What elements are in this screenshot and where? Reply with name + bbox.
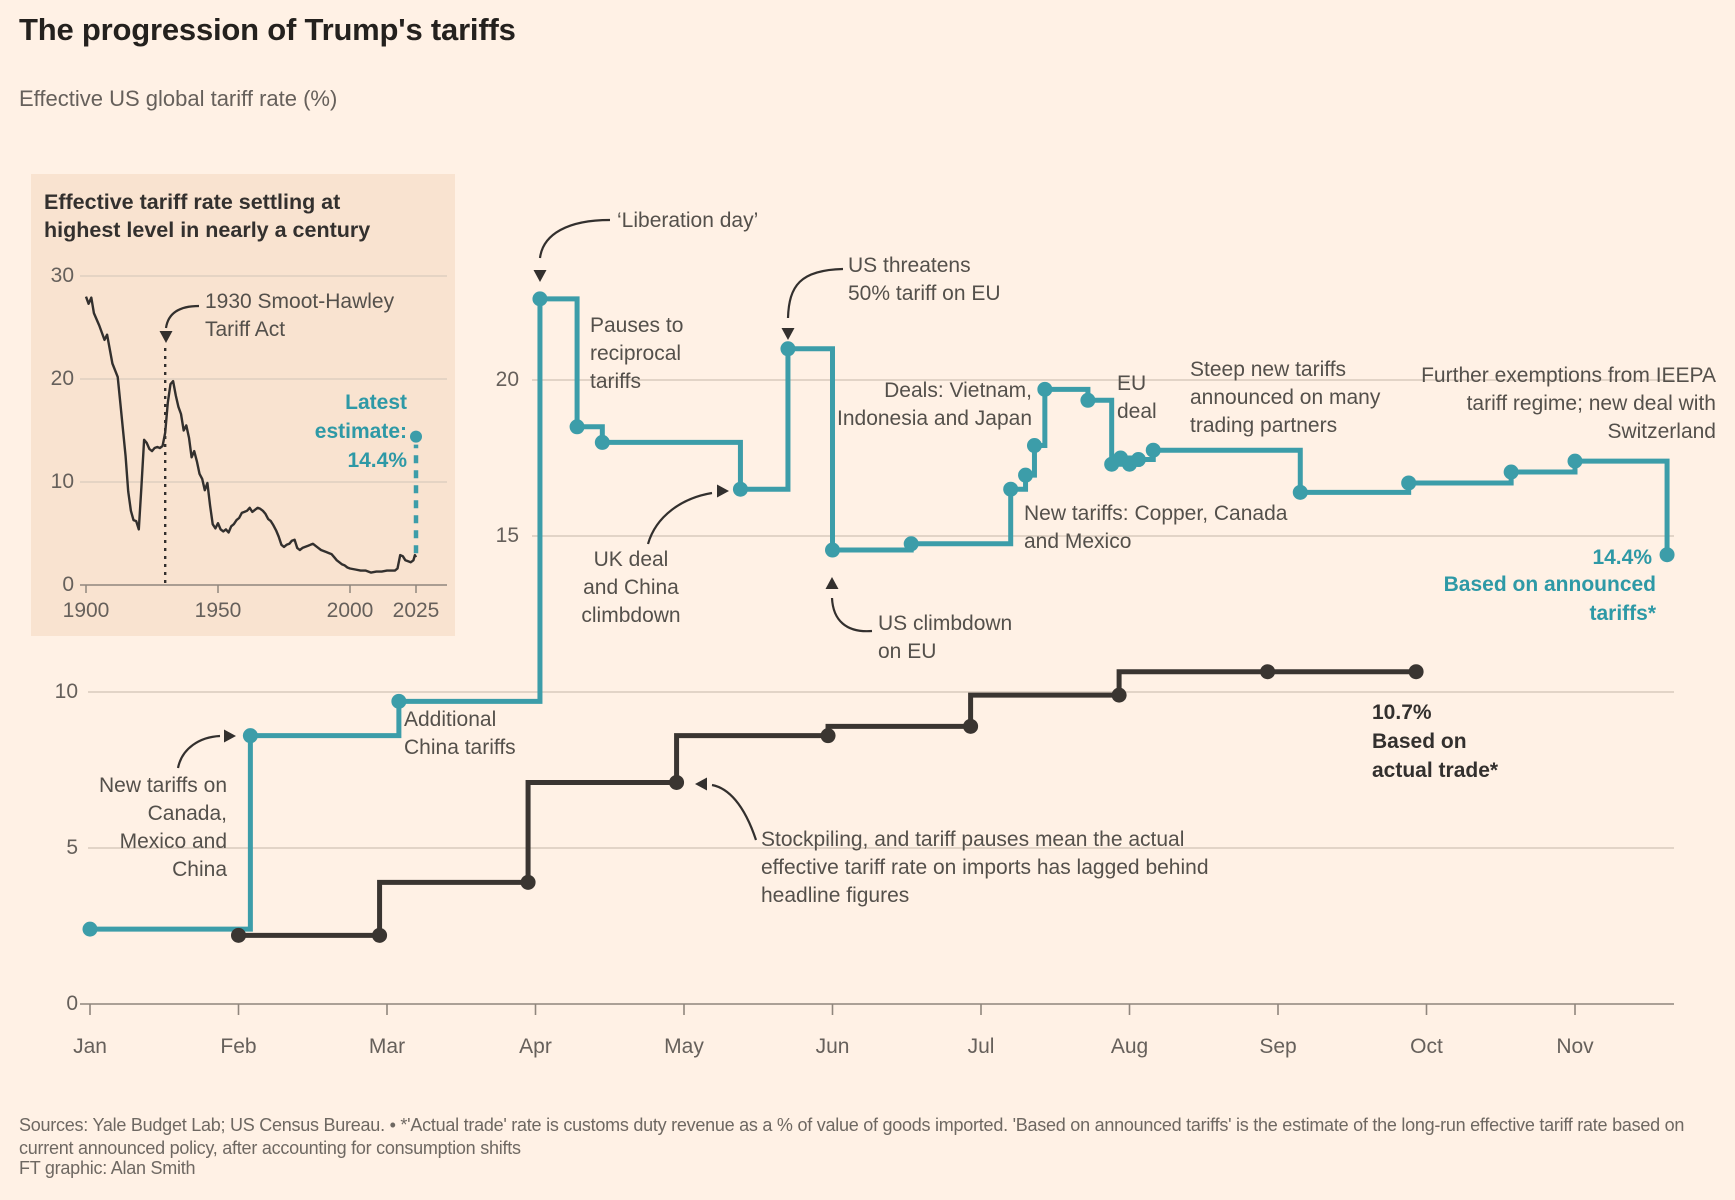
- inset-history-line: [84, 296, 418, 574]
- series-actual-dot: [372, 927, 388, 943]
- latest-estimate-dot: [410, 430, 422, 443]
- x-axis-label-mar: Mar: [368, 1035, 406, 1058]
- climbdown-arrow-head: [825, 577, 839, 589]
- uk-deal-arrow-head: [717, 484, 729, 498]
- annotation-eu-deal: EU deal: [1117, 372, 1157, 423]
- annotation-smoot-hawley: 1930 Smoot-Hawley Tariff Act: [205, 290, 395, 341]
- annotation-additional-china: Additional China tariffs: [404, 708, 516, 759]
- x-axis-label-may: May: [664, 1035, 704, 1058]
- series-actual-dot: [1111, 687, 1127, 703]
- x-axis-label-jan: Jan: [73, 1035, 107, 1058]
- annotation-us-climbdown: US climbdown on EU: [878, 612, 1013, 663]
- inset-title: Effective tariff rate settling at highes…: [44, 190, 371, 242]
- series-announced-dot: [1026, 438, 1042, 454]
- x-axis-label-feb: Feb: [220, 1035, 257, 1058]
- series-announced-dot: [1130, 452, 1146, 468]
- series-announced-dot: [82, 921, 98, 937]
- x-axis-label-nov: Nov: [1556, 1035, 1594, 1058]
- x-axis-label-aug: Aug: [1110, 1035, 1149, 1058]
- stockpiling-arrow: [711, 783, 758, 841]
- annotation-further-exemptions: Further exemptions from IEEPA tariff reg…: [1421, 364, 1716, 443]
- series-announced-dot: [1503, 464, 1519, 480]
- series-announced-dot: [1037, 381, 1053, 397]
- y-axis-label-20: 20: [495, 368, 519, 391]
- y-axis-label-0: 0: [66, 992, 78, 1015]
- annotation-deals: Deals: Vietnam, Indonesia and Japan: [837, 379, 1032, 430]
- liberation-arrow: [538, 218, 611, 259]
- stockpiling-arrow-head: [695, 777, 707, 791]
- series-actual-dot: [1260, 664, 1276, 680]
- annotation-us-threatens: US threatens 50% tariff on EU: [848, 254, 1001, 305]
- smoot-arrow-head: [159, 331, 173, 343]
- series-actual-dot: [669, 774, 685, 790]
- x-axis-label-jun: Jun: [815, 1035, 850, 1058]
- annotation-copper-canada: New tariffs: Copper, Canada and Mexico: [1024, 502, 1288, 553]
- series-announced-dot: [1080, 392, 1096, 408]
- series-announced-dot: [1292, 484, 1308, 500]
- series-announced-dot: [903, 536, 919, 552]
- x-axis-label-sep: Sep: [1259, 1035, 1297, 1058]
- inset-panel: [31, 174, 455, 636]
- threatens-arrow-head: [781, 328, 795, 340]
- series-announced-dot: [1018, 467, 1034, 483]
- inset-x-label-1950: 1950: [194, 599, 242, 622]
- inset-y-label-30: 30: [50, 264, 74, 287]
- series-announced-dot: [1659, 547, 1675, 563]
- liberation-arrow-head: [533, 270, 547, 282]
- inset-x-label-2000: 2000: [326, 599, 374, 622]
- series-actual-dot: [231, 927, 246, 943]
- inset-y-label-20: 20: [50, 367, 74, 390]
- series-actual-dot: [820, 728, 836, 744]
- series-actual-dot: [963, 718, 979, 734]
- page-title: The progression of Trump's tariffs: [19, 12, 516, 47]
- annotation-steep-tariffs: Steep new tariffs announced on many trad…: [1190, 358, 1381, 437]
- x-axis-label-jul: Jul: [967, 1035, 995, 1058]
- source-note: Sources: Yale Budget Lab; US Census Bure…: [19, 1115, 1685, 1158]
- series-announced-dot: [569, 419, 585, 435]
- series-announced-dot: [825, 542, 840, 558]
- inset-y-label-10: 10: [50, 470, 74, 493]
- series-announced-dot: [594, 434, 610, 450]
- series-actual-line: [238, 669, 1417, 938]
- annotation-pauses: Pauses to reciprocal tariffs: [590, 314, 684, 393]
- series-announced-dot: [1401, 475, 1417, 491]
- page-subtitle: Effective US global tariff rate (%): [19, 86, 338, 111]
- series-announced-dot: [1003, 481, 1019, 497]
- label-actual-value: 10.7% Based on actual trade*: [1372, 701, 1499, 782]
- series-announced-dot: [1567, 453, 1583, 469]
- y-axis-label-15: 15: [495, 524, 519, 547]
- feb-tariffs-arrow: [176, 734, 221, 769]
- x-axis-label-apr: Apr: [519, 1035, 552, 1058]
- smoot-arrow: [164, 304, 200, 329]
- climbdown-arrow: [830, 597, 873, 633]
- y-axis-label-10: 10: [54, 680, 78, 703]
- uk-deal-arrow: [646, 491, 713, 545]
- series-announced-dot: [780, 341, 796, 357]
- label-announced-caption: Based on announced tariffs*: [1443, 573, 1656, 625]
- annotation-liberation-day: ‘Liberation day’: [617, 209, 759, 232]
- inset-x-label-2025: 2025: [392, 599, 440, 622]
- series-actual-dot: [1408, 664, 1424, 680]
- threatens-arrow: [786, 267, 844, 319]
- series-announced-dot: [1145, 442, 1161, 458]
- annotation-new-tariffs-feb: New tariffs on Canada, Mexico and China: [99, 774, 227, 881]
- annotation-stockpiling: Stockpiling, and tariff pauses mean the …: [761, 828, 1209, 907]
- series-announced-dot: [532, 291, 548, 307]
- series-actual-dot: [520, 874, 536, 890]
- label-announced-value: 14.4%: [1592, 546, 1652, 569]
- series-announced-dot: [242, 728, 258, 744]
- y-axis-label-5: 5: [66, 836, 78, 859]
- feb-tariffs-arrow-head: [224, 729, 236, 743]
- series-announced-dot: [732, 481, 748, 497]
- inset-x-label-1900: 1900: [62, 599, 110, 622]
- label-latest-estimate: Latest estimate: 14.4%: [314, 391, 407, 472]
- x-axis-label-oct: Oct: [1410, 1035, 1443, 1058]
- series-announced-dot: [391, 693, 407, 709]
- annotation-uk-deal: UK deal and China climbdown: [581, 548, 681, 627]
- credit-note: FT graphic: Alan Smith: [19, 1158, 196, 1178]
- inset-y-label-0: 0: [62, 573, 74, 596]
